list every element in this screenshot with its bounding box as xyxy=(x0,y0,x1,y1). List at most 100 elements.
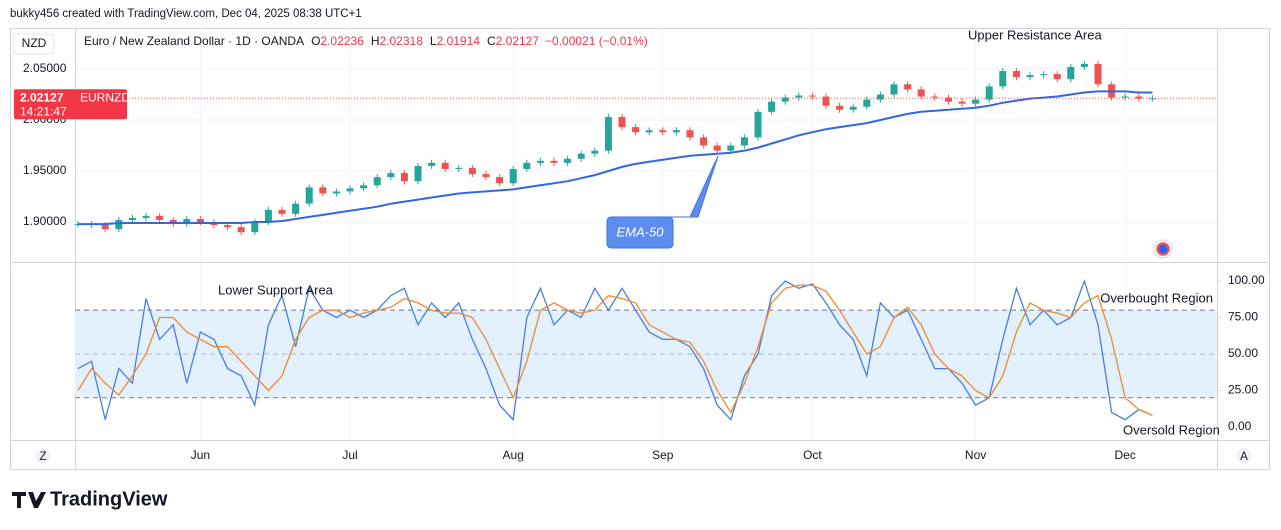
candle xyxy=(224,225,232,228)
currency[interactable]: NZD xyxy=(22,36,47,50)
candle xyxy=(142,215,150,218)
candle xyxy=(156,215,164,220)
candle xyxy=(904,84,912,90)
candle xyxy=(700,137,708,146)
y-tick-label: 75.00 xyxy=(1228,310,1258,324)
candle xyxy=(564,158,572,163)
stoch-line xyxy=(77,278,1153,422)
candle xyxy=(496,177,504,184)
candle xyxy=(876,94,884,100)
candle xyxy=(659,130,667,133)
button-bg[interactable] xyxy=(35,448,51,464)
candle xyxy=(1012,71,1020,78)
logo-icon xyxy=(12,492,46,508)
ema-line xyxy=(78,90,1153,226)
candle xyxy=(836,105,844,110)
annotation: Lower Support Area xyxy=(218,282,334,297)
candle xyxy=(863,99,871,107)
candle xyxy=(727,145,735,151)
candle xyxy=(1094,63,1102,85)
ohlc-value: 2.02127 xyxy=(496,34,540,48)
candle xyxy=(713,145,721,151)
price-tag-ticker: EURNZD xyxy=(80,90,130,104)
candle xyxy=(632,127,640,133)
candle xyxy=(577,153,585,159)
price-tag-countdown: 14:21:47 xyxy=(20,104,67,118)
candle xyxy=(482,174,490,178)
price-tag xyxy=(14,89,127,120)
x-tick-label: Sep xyxy=(652,448,674,462)
button[interactable]: A xyxy=(1240,451,1248,463)
candle xyxy=(1067,66,1075,80)
candle xyxy=(196,218,204,223)
ohlc-label: L xyxy=(430,34,437,48)
candle xyxy=(618,116,626,128)
candle xyxy=(999,71,1007,87)
ohlc-value: 2.02236 xyxy=(320,34,364,48)
ohlc-value: 2.01914 xyxy=(437,34,481,48)
candle xyxy=(101,225,109,230)
candle xyxy=(1053,74,1061,80)
candle xyxy=(985,86,993,100)
candle xyxy=(373,177,381,186)
annotation: Overbought Region xyxy=(1100,290,1213,305)
y-tick-label: 0.00 xyxy=(1228,419,1252,433)
y-tick-label: 2.05000 xyxy=(23,61,67,75)
candle xyxy=(1040,74,1048,76)
price-tag-value: 2.02127 xyxy=(20,90,64,104)
candle xyxy=(264,209,272,223)
candle xyxy=(128,217,136,220)
candle xyxy=(183,218,191,225)
candle xyxy=(781,97,789,102)
alert-icon-core xyxy=(1156,242,1170,256)
x-tick-label: Jul xyxy=(342,448,357,462)
candle xyxy=(849,106,857,110)
button-bg[interactable] xyxy=(1236,448,1252,464)
candle xyxy=(686,130,694,138)
candle xyxy=(523,162,531,169)
candle xyxy=(387,173,395,178)
candle xyxy=(931,96,939,98)
candle xyxy=(346,188,354,192)
candle xyxy=(1121,96,1129,98)
callout xyxy=(606,155,719,249)
candle xyxy=(251,222,259,233)
footer-logo-group: TradingView xyxy=(12,488,168,510)
ohlc-label: O xyxy=(311,34,320,48)
x-tick-label: Aug xyxy=(503,448,524,462)
stoch-line xyxy=(77,284,1153,416)
candle xyxy=(455,167,463,169)
header: bukky456 created with TradingView.com, D… xyxy=(10,8,362,20)
candle xyxy=(237,227,245,233)
x-tick-label: Jun xyxy=(191,448,210,462)
ohlc-label: C xyxy=(487,34,496,48)
labels: JunJulAugSepOctNovDec1.900001.950002.000… xyxy=(13,27,1265,462)
candle xyxy=(468,167,476,175)
ohlc-label: H xyxy=(371,34,380,48)
annotation: Upper Resistance Area xyxy=(968,27,1102,42)
candle xyxy=(754,111,762,138)
candle xyxy=(604,116,612,151)
candle xyxy=(795,95,803,98)
candle xyxy=(822,96,830,106)
chart-frame xyxy=(10,28,1270,470)
candle xyxy=(414,165,422,182)
candle xyxy=(645,130,653,133)
y-tick-label: 50.00 xyxy=(1228,346,1258,360)
currency-box[interactable] xyxy=(13,33,55,55)
x-tick-label: Dec xyxy=(1115,448,1136,462)
candle xyxy=(917,89,925,97)
symbol: Euro / New Zealand Dollar · 1D · OANDA xyxy=(84,34,304,48)
candle xyxy=(740,137,748,146)
x-tick-label: Oct xyxy=(803,448,822,462)
ohlc-value: 2.02318 xyxy=(379,34,423,48)
candle xyxy=(550,160,558,163)
button[interactable]: Z xyxy=(39,451,46,463)
callout-label: EMA-50 xyxy=(617,224,665,239)
candle xyxy=(808,95,816,97)
candle xyxy=(428,162,436,166)
candle xyxy=(332,191,340,194)
